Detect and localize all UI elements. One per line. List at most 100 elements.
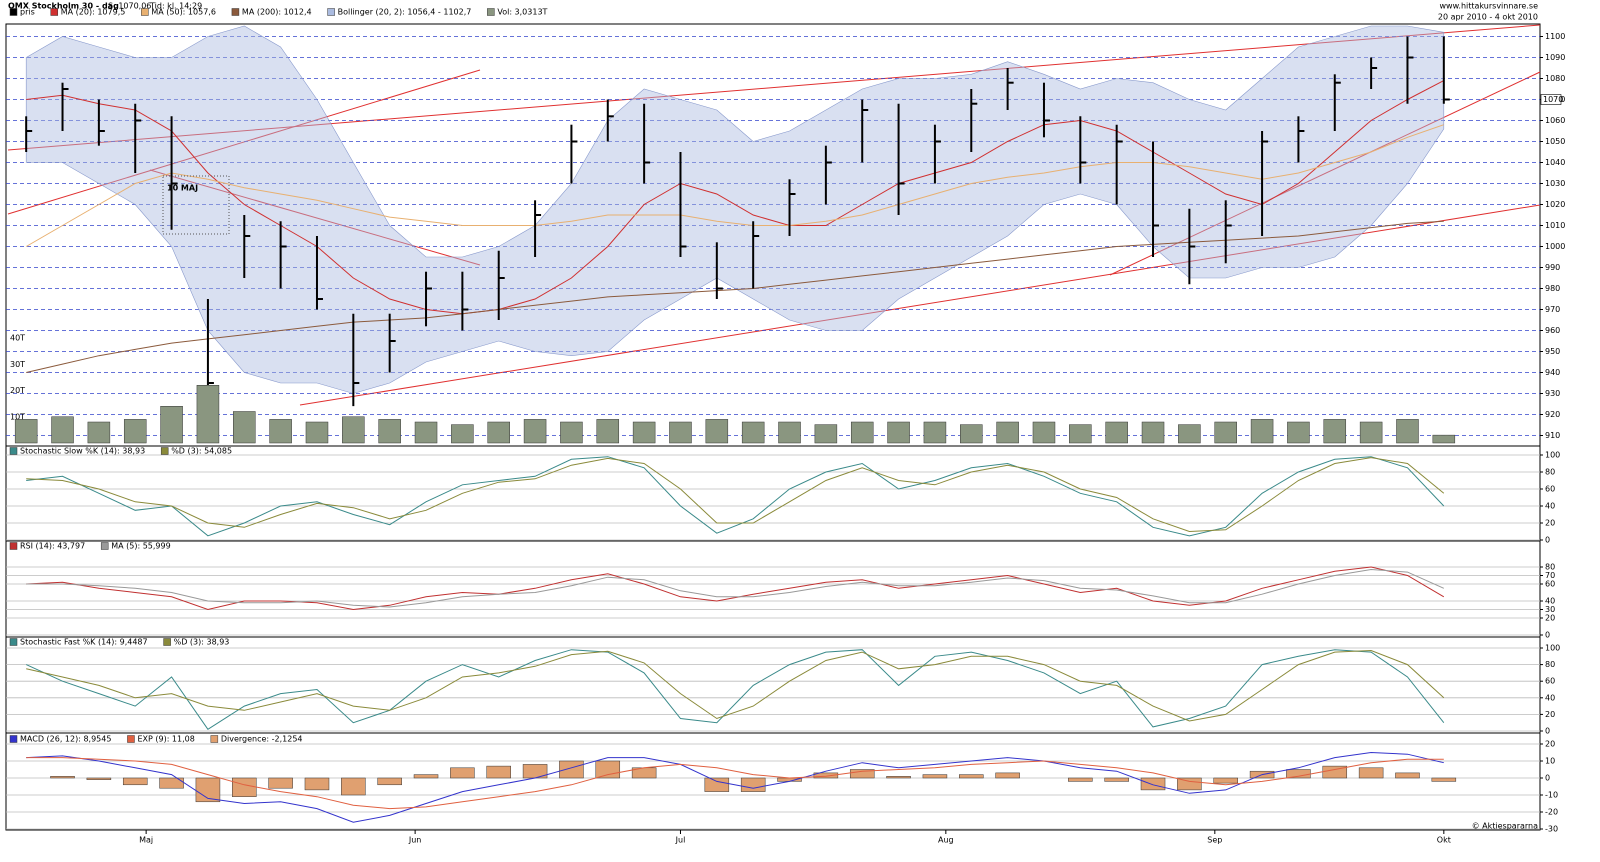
- legend-label: MACD (26, 12): 8,9545: [20, 735, 111, 744]
- x-tick-label: Aug: [938, 836, 954, 845]
- y-tick-label: 70: [1545, 571, 1555, 580]
- divergence-bar: [1395, 772, 1420, 779]
- annotation: 10 MAJ: [167, 184, 198, 193]
- legend-swatch: [163, 638, 171, 646]
- y-tick-label: 0: [1545, 727, 1550, 736]
- y-tick-label: 1010: [1545, 221, 1565, 230]
- y-tick-label: 60: [1545, 580, 1555, 589]
- y-tick-label: 1060: [1545, 116, 1565, 125]
- y-tick-label: 100: [1545, 451, 1560, 460]
- volume-bar: [1323, 419, 1347, 444]
- volume-bar: [596, 419, 620, 444]
- y-tick-label: 80: [1545, 468, 1555, 477]
- volume-bar: [523, 419, 547, 444]
- divergence-bar: [1358, 767, 1384, 779]
- y-tick-label: -20: [1545, 808, 1558, 817]
- y-tick-label: 80: [1545, 660, 1555, 669]
- divergence-bar: [304, 777, 330, 791]
- volume-bar: [1141, 421, 1165, 444]
- volume-bar: [1250, 419, 1274, 444]
- y-tick-label: 1040: [1545, 158, 1565, 167]
- series-line: [26, 220, 1444, 373]
- macd-frame: [5, 732, 1541, 831]
- legend-swatch: [9, 638, 18, 646]
- y-tick-label: 20: [1545, 710, 1555, 719]
- divergence-bar: [1177, 777, 1202, 791]
- divergence-bar: [1140, 777, 1166, 791]
- y-tick-label: 1100: [1545, 32, 1565, 41]
- divergence-bar: [1068, 777, 1093, 782]
- trend-line: [1109, 71, 1541, 276]
- y-tick-label: 1080: [1545, 74, 1565, 83]
- x-tick-label: Maj: [139, 836, 153, 845]
- divergence-bar: [159, 777, 184, 789]
- divergence-bar: [995, 772, 1020, 779]
- legend-label: Bollinger (20, 2): 1056,4 - 1102,7: [338, 8, 472, 17]
- divergence-bar: [486, 765, 511, 779]
- credit: © Aktiespararna: [1472, 822, 1538, 831]
- y-tick-label: 1090: [1545, 53, 1565, 62]
- legend-swatch: [100, 542, 109, 550]
- volume-bar: [87, 421, 111, 444]
- volume-bar: [996, 421, 1019, 444]
- divergence-bar: [813, 772, 839, 779]
- legend-swatch: [327, 8, 335, 16]
- series-line: [26, 457, 1445, 533]
- volume-bar: [487, 421, 510, 444]
- volume-bar: [1287, 421, 1310, 444]
- y-tick-label: 40: [1545, 502, 1555, 511]
- volume-bar: [196, 385, 220, 444]
- volume-bar: [1396, 419, 1419, 444]
- legend-swatch: [9, 542, 18, 550]
- y-tick-label: 0: [1545, 536, 1550, 545]
- trend-line: [7, 69, 481, 215]
- divergence-bar: [886, 776, 911, 779]
- y-tick-label: 920: [1545, 410, 1560, 419]
- series-line: [26, 80, 1445, 315]
- source: www.hittakursvinnare.se: [1440, 2, 1539, 11]
- divergence-bar: [1213, 777, 1238, 784]
- legend-swatch: [9, 8, 18, 16]
- divergence-bar: [959, 774, 984, 779]
- volume-bar: [269, 419, 292, 444]
- y-tick-label: 950: [1545, 347, 1560, 356]
- divergence-bar: [740, 777, 766, 792]
- divergence-bar: [559, 760, 584, 779]
- legend-label: Stochastic Slow %K (14): 38,93: [20, 447, 145, 456]
- volume-bar: [741, 421, 765, 444]
- volume-bar: [1432, 434, 1456, 444]
- legend-label: MA (50): 1057,6: [151, 8, 216, 17]
- legend-label: Vol: 3,0313T: [497, 8, 547, 17]
- y-tick-label: 960: [1545, 326, 1560, 335]
- y-tick-label: 60: [1545, 677, 1555, 686]
- y-tick-label: 0: [1545, 774, 1550, 783]
- y-tick-label: 100: [1545, 644, 1560, 653]
- legend-swatch: [127, 735, 135, 743]
- volume-bar: [378, 419, 401, 444]
- legend-swatch: [487, 8, 495, 16]
- y-tick-label: 20: [1545, 740, 1555, 749]
- date-range: 20 apr 2010 - 4 okt 2010: [1438, 13, 1538, 22]
- divergence-bar: [450, 767, 475, 779]
- y-tick-label: 20T: [10, 386, 25, 395]
- y-tick-label: 20: [1545, 519, 1555, 528]
- divergence-bar: [122, 777, 148, 786]
- legend-label: %D (3): 38,93: [174, 638, 230, 647]
- volume-bar: [923, 421, 947, 444]
- legend-label: Divergence: -2,1254: [221, 735, 303, 744]
- y-tick-label: 0: [1545, 631, 1550, 640]
- volume-bar: [1105, 421, 1128, 444]
- panels: [5, 23, 1541, 831]
- divergence-bar: [268, 777, 293, 789]
- series-line: [26, 757, 1444, 810]
- y-tick-label: 40T: [10, 334, 25, 343]
- x-tick-label: Sep: [1207, 836, 1222, 845]
- divergence-bar: [341, 777, 366, 796]
- volume-bar: [887, 421, 910, 444]
- y-tick-label: 30T: [10, 360, 25, 369]
- volume-bar: [14, 419, 38, 444]
- bollinger-band: [25, 25, 1445, 394]
- volume-bar: [51, 416, 74, 444]
- y-tick-label: 990: [1545, 263, 1560, 272]
- volume-bar: [1214, 421, 1237, 444]
